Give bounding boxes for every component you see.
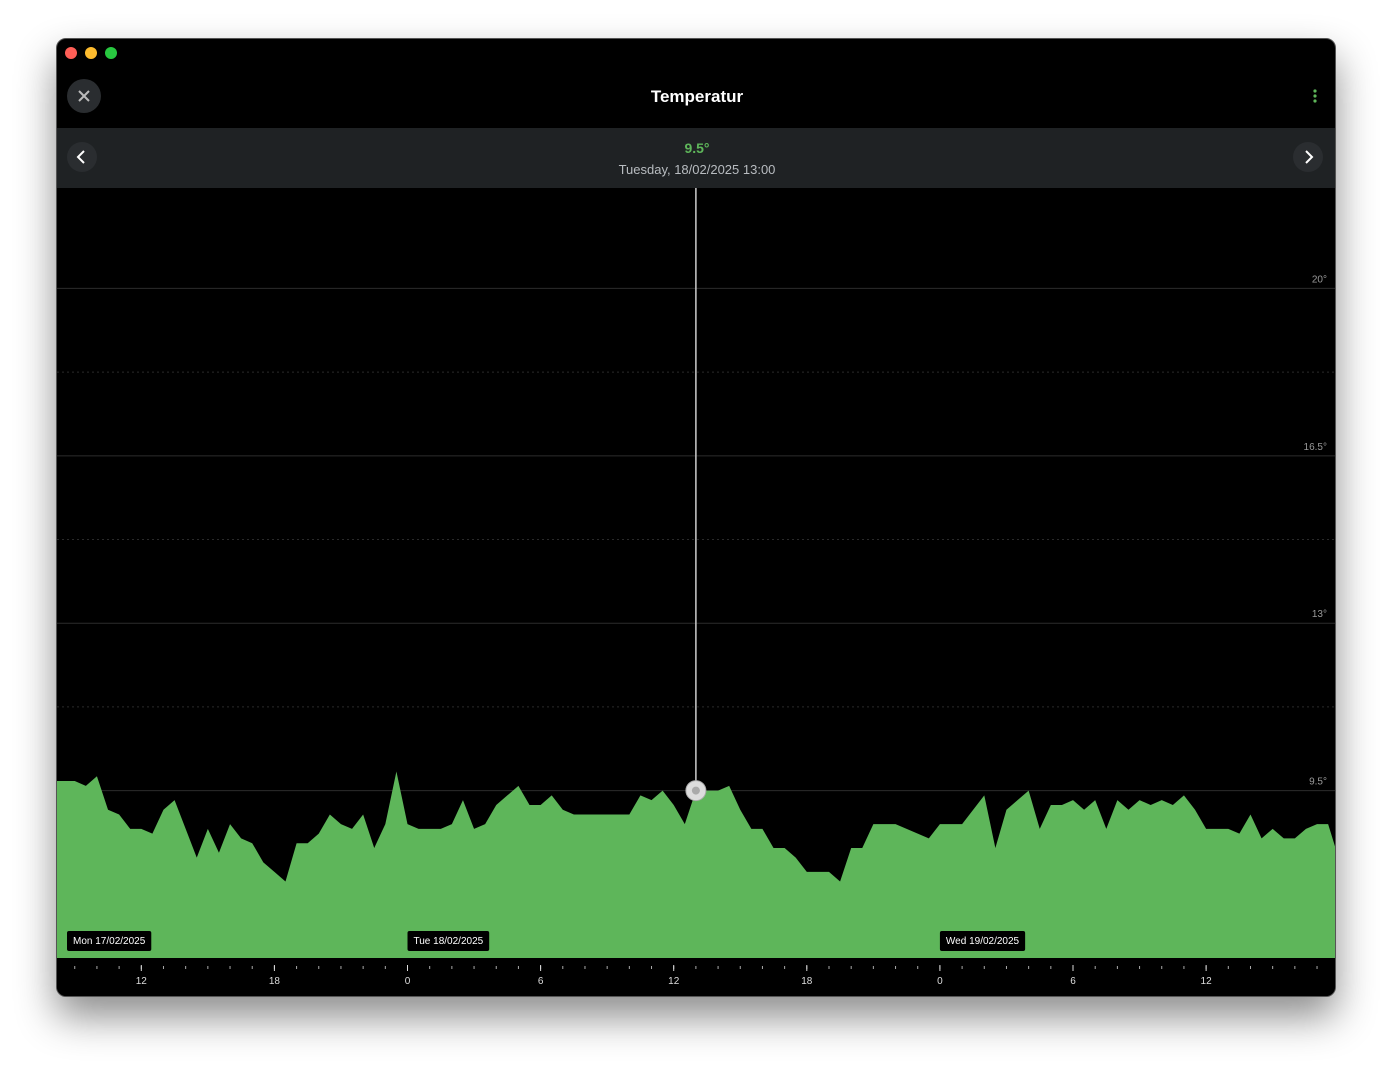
day-marker: Tue 18/02/2025	[408, 931, 490, 951]
x-tick-label: 12	[668, 976, 680, 987]
day-marker: Wed 19/02/2025	[940, 931, 1025, 951]
x-tick-label: 6	[538, 976, 544, 987]
y-tick-label: 13°	[1312, 609, 1327, 620]
x-tick-label: 0	[937, 976, 943, 987]
y-tick-label: 20°	[1312, 274, 1327, 285]
day-marker: Mon 17/02/2025	[67, 931, 151, 951]
day-marker-label: Tue 18/02/2025	[414, 936, 484, 947]
app-window: Temperatur 9.5° Tuesday, 18/02/2025 13:0…	[56, 38, 1336, 997]
x-tick-label: 12	[1201, 976, 1213, 987]
x-tick-label: 12	[136, 976, 148, 987]
day-marker-label: Mon 17/02/2025	[73, 936, 146, 947]
x-tick-label: 18	[801, 976, 813, 987]
y-tick-label: 9.5°	[1309, 777, 1327, 788]
day-marker-label: Wed 19/02/2025	[946, 936, 1020, 947]
x-tick-label: 0	[405, 976, 411, 987]
chart: 9.5° 13° 16.5° 20° 12 18 0 6 12 18 0 6 12 Mon 17/02/2…	[57, 39, 1336, 997]
x-tick-label: 6	[1070, 976, 1076, 987]
x-axis-strip	[57, 958, 1336, 997]
cursor-point-inner	[692, 787, 700, 795]
x-tick-label: 18	[269, 976, 281, 987]
y-tick-label: 16.5°	[1304, 442, 1327, 453]
